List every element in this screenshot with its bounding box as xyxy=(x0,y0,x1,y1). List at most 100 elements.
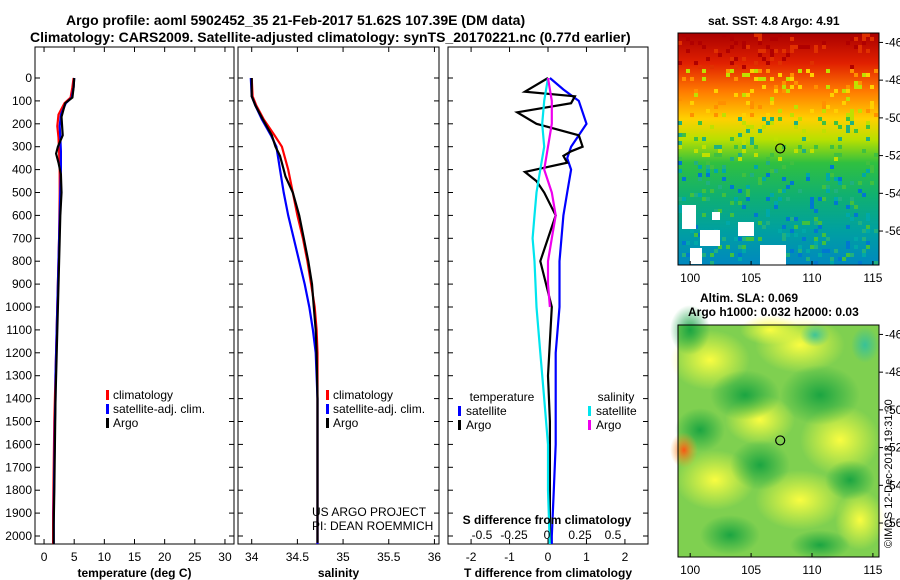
sst-speckle-pixel xyxy=(726,221,730,225)
depth-tick-label: 500 xyxy=(12,186,32,200)
sst-speckle-pixel xyxy=(686,253,690,257)
sst-speckle-pixel xyxy=(814,237,818,241)
sla-map-ytick-label: -48 xyxy=(885,365,900,379)
sst-speckle-pixel xyxy=(746,101,750,105)
sst-speckle-pixel xyxy=(834,189,838,193)
sst-speckle-pixel xyxy=(810,245,814,249)
sst-speckle-pixel xyxy=(846,89,850,93)
sst-speckle-pixel xyxy=(850,201,854,205)
sst-speckle-pixel xyxy=(830,93,834,97)
sla-map-ytick-label: -50 xyxy=(885,403,900,417)
sst-speckle-pixel xyxy=(762,225,766,229)
sst-speckle-pixel xyxy=(782,237,786,241)
sst-map-xtick-label: 110 xyxy=(802,271,821,285)
sst-speckle-pixel xyxy=(774,137,778,141)
sst-speckle-pixel xyxy=(786,233,790,237)
sst-speckle-pixel xyxy=(790,85,794,89)
sst-speckle-pixel xyxy=(758,105,762,109)
sst-speckle-pixel xyxy=(862,149,866,153)
sst-speckle-pixel xyxy=(706,197,710,201)
salinity-annotation-line2: PI: DEAN ROEMMICH xyxy=(312,519,433,533)
sst-speckle-pixel xyxy=(838,153,842,157)
sst-speckle-pixel xyxy=(758,77,762,81)
sst-speckle-pixel xyxy=(702,189,706,193)
sst-speckle-pixel xyxy=(790,249,794,253)
sst-speckle-pixel xyxy=(846,241,850,245)
sla-map-ytick-label: -52 xyxy=(885,441,900,455)
sst-speckle-pixel xyxy=(710,189,714,193)
sst-speckle-pixel xyxy=(858,45,862,49)
sst-speckle-pixel xyxy=(762,77,766,81)
sst-speckle-pixel xyxy=(838,181,842,185)
sst-speckle-pixel xyxy=(810,61,814,65)
sst-speckle-pixel xyxy=(758,221,762,225)
sst-speckle-pixel xyxy=(778,197,782,201)
sst-speckle-pixel xyxy=(806,137,810,141)
sst-speckle-pixel xyxy=(746,237,750,241)
sla-map-title: Altim. SLA: 0.069 xyxy=(700,291,799,305)
difference-xtick-label: -1 xyxy=(504,550,515,564)
sst-speckle-pixel xyxy=(754,213,758,217)
sst-speckle-pixel xyxy=(834,197,838,201)
sst-speckle-pixel xyxy=(786,197,790,201)
depth-tick-label: 1400 xyxy=(5,392,32,406)
sst-speckle-pixel xyxy=(738,237,742,241)
sst-speckle-pixel xyxy=(790,49,794,53)
sst-map-ytick-label: -54 xyxy=(885,186,900,200)
sst-speckle-pixel xyxy=(770,121,774,125)
sst-speckle-pixel xyxy=(838,145,842,149)
sst-speckle-pixel xyxy=(754,77,758,81)
sst-map-ytick-label: -46 xyxy=(885,35,900,49)
sst-speckle-pixel xyxy=(770,49,774,53)
sst-speckle-pixel xyxy=(866,137,870,141)
sst-speckle-pixel xyxy=(762,125,766,129)
salinity-legend-swatch xyxy=(326,390,329,400)
sst-speckle-pixel xyxy=(782,165,786,169)
sst-map-xtick-label: 100 xyxy=(680,271,700,285)
sst-speckle-pixel xyxy=(710,261,714,265)
sst-speckle-pixel xyxy=(858,109,862,113)
sst-speckle-pixel xyxy=(874,69,878,73)
depth-tick-label: 1300 xyxy=(5,369,32,383)
sst-speckle-pixel xyxy=(850,121,854,125)
salinity-xtick-label: 35 xyxy=(336,550,350,564)
temperature-line-argo xyxy=(52,77,76,544)
sst-speckle-pixel xyxy=(690,113,694,117)
sst-speckle-pixel xyxy=(766,69,770,73)
sst-speckle-pixel xyxy=(794,125,798,129)
sst-speckle-pixel xyxy=(722,169,726,173)
depth-tick-label: 100 xyxy=(12,94,32,108)
sst-speckle-pixel xyxy=(778,229,782,233)
sst-speckle-pixel xyxy=(846,113,850,117)
sst-map-speckle xyxy=(678,33,878,265)
sst-speckle-pixel xyxy=(690,77,694,81)
sst-speckle-pixel xyxy=(722,165,726,169)
sst-speckle-pixel xyxy=(758,129,762,133)
difference-xtick-label: 0 xyxy=(545,550,552,564)
sst-speckle-pixel xyxy=(758,41,762,45)
sst-missing-data xyxy=(760,245,786,265)
sst-speckle-pixel xyxy=(858,261,862,265)
sst-speckle-pixel xyxy=(750,89,754,93)
sst-speckle-pixel xyxy=(714,169,718,173)
sst-speckle-pixel xyxy=(766,65,770,69)
sst-speckle-pixel xyxy=(766,61,770,65)
sst-speckle-pixel xyxy=(786,53,790,57)
sst-speckle-pixel xyxy=(834,249,838,253)
sst-speckle-pixel xyxy=(786,77,790,81)
sst-speckle-pixel xyxy=(870,165,874,169)
temperature-legend-swatch xyxy=(106,418,109,428)
sst-speckle-pixel xyxy=(678,161,682,165)
sst-speckle-pixel xyxy=(762,49,766,53)
sla-map-ytick-label: -46 xyxy=(885,327,900,341)
sst-speckle-pixel xyxy=(866,241,870,245)
sst-speckle-pixel xyxy=(790,161,794,165)
sst-speckle-pixel xyxy=(838,125,842,129)
sst-speckle-pixel xyxy=(758,177,762,181)
sst-speckle-pixel xyxy=(802,129,806,133)
sst-speckle-pixel xyxy=(766,113,770,117)
difference-s-axis-label: S difference from climatology xyxy=(463,513,632,527)
sst-speckle-pixel xyxy=(810,73,814,77)
sla-anomaly-patch xyxy=(851,327,879,363)
sst-speckle-pixel xyxy=(818,253,822,257)
